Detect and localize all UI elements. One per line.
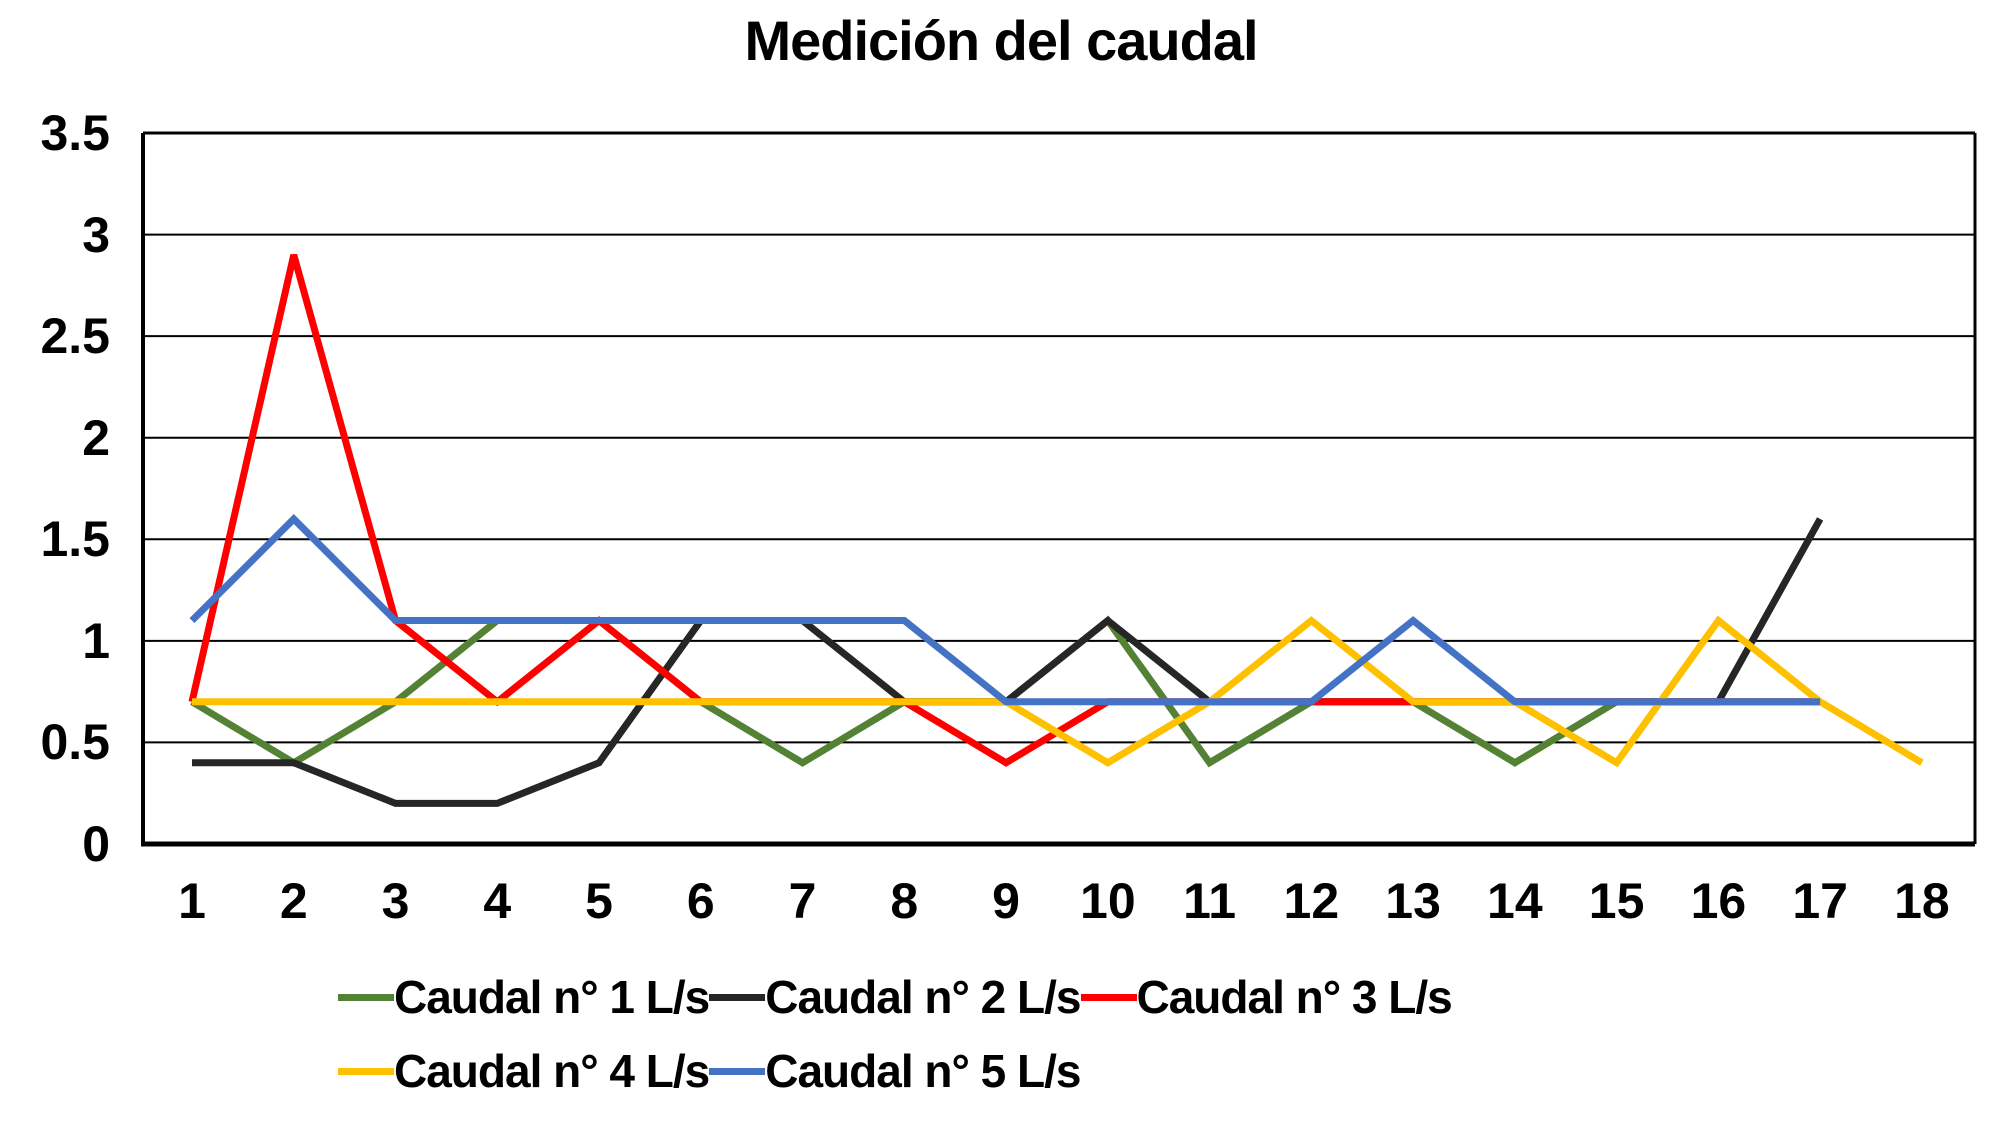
y-tick-label: 0	[82, 816, 110, 872]
x-tick-label: 16	[1690, 873, 1747, 929]
legend-dash-icon	[709, 1067, 766, 1075]
x-tick-label: 11	[1183, 873, 1237, 929]
x-tick-label: 17	[1792, 873, 1848, 929]
legend-item-caudal-1: Caudal n° 1 L/s	[338, 970, 710, 1024]
legend: Caudal n° 1 L/s Caudal n° 2 L/s Caudal n…	[338, 960, 1453, 1108]
x-tick-label: 10	[1080, 873, 1136, 929]
y-tick-label: 1	[82, 612, 110, 669]
legend-label: Caudal n° 2 L/s	[765, 971, 1081, 1023]
legend-dash-icon	[338, 1067, 394, 1075]
y-tick-label: 3	[82, 206, 110, 263]
legend-dash-icon	[1080, 993, 1137, 1001]
x-tick-label: 3	[381, 873, 410, 929]
x-tick-label: 5	[585, 873, 613, 929]
x-tick-label: 4	[483, 873, 512, 929]
y-tick-label: 3.5	[40, 105, 110, 161]
legend-item-caudal-4: Caudal n° 4 L/s	[338, 1044, 710, 1098]
legend-item-caudal-2: Caudal n° 2 L/s	[709, 970, 1082, 1024]
legend-item-caudal-3: Caudal n° 3 L/s	[1080, 970, 1453, 1024]
series-line-3	[188, 253, 1821, 767]
x-tick-label: 7	[788, 873, 817, 929]
y-tick-label: 2	[82, 409, 110, 466]
series-line-5	[189, 514, 1821, 706]
x-tick-label: 1	[178, 873, 206, 929]
legend-label: Caudal n° 1 L/s	[394, 971, 710, 1023]
legend-label: Caudal n° 5 L/s	[765, 1045, 1081, 1097]
legend-item-caudal-5: Caudal n° 5 L/s	[709, 1044, 1082, 1098]
legend-dash-icon	[338, 993, 394, 1001]
x-tick-label: 14	[1487, 873, 1543, 929]
x-tick-label: 12	[1283, 873, 1340, 929]
x-tick-label: 6	[686, 873, 715, 929]
x-tick-label: 8	[890, 873, 919, 929]
y-tick-label: 2.5	[40, 308, 110, 365]
x-tick-label: 15	[1588, 873, 1645, 929]
legend-row-1: Caudal n° 1 L/s Caudal n° 2 L/s Caudal n…	[338, 960, 1453, 1034]
x-tick-label: 9	[992, 873, 1020, 929]
y-tick-label: 0.5	[40, 714, 110, 771]
x-tick-label: 18	[1894, 873, 1950, 929]
series-line-4	[192, 615, 1924, 768]
y-tick-label: 1.5	[40, 511, 110, 568]
x-tick-label: 2	[279, 873, 308, 929]
legend-label: Caudal n° 3 L/s	[1136, 971, 1453, 1023]
chart-title: Medición del caudal	[744, 9, 1258, 72]
legend-row-2: Caudal n° 4 L/s Caudal n° 5 L/s	[338, 1034, 1452, 1108]
x-tick-label: 13	[1385, 873, 1441, 929]
legend-label: Caudal n° 4 L/s	[394, 1045, 710, 1097]
legend-dash-icon	[709, 993, 766, 1001]
